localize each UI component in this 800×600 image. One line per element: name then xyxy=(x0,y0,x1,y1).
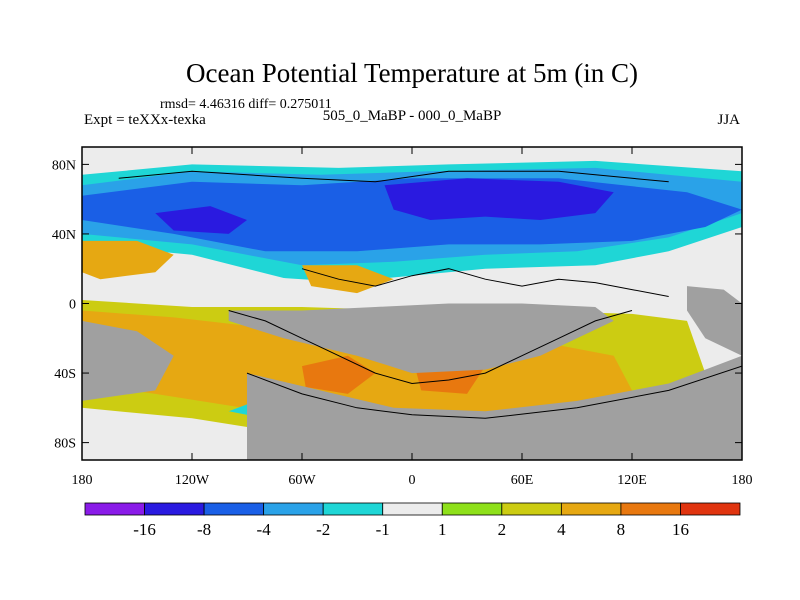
colorbar-swatch-7 xyxy=(501,502,562,516)
field-region-south-atlantic-hot xyxy=(302,355,376,394)
x-tick-label-5: 120E xyxy=(617,473,647,488)
field-region-tropical-white-band xyxy=(82,265,742,314)
x-tick-label-1: 120W xyxy=(175,473,210,488)
colorbar-swatch-9 xyxy=(620,502,681,516)
colorbar-label-7: 4 xyxy=(557,520,566,539)
colorbar-label-4: -1 xyxy=(376,520,390,539)
colorbar-label-1: -8 xyxy=(197,520,211,539)
colorbar-label-8: 8 xyxy=(617,520,626,539)
colorbar-label-5: 1 xyxy=(438,520,447,539)
field-region-pacific-deep-blue xyxy=(155,206,247,234)
y-tick-label-1: 40N xyxy=(52,228,76,243)
field-region-northern-deep-blue xyxy=(384,178,614,220)
colorbar-swatch-1 xyxy=(144,502,205,516)
colorbar-swatch-2 xyxy=(203,502,265,516)
colorbar-label-2: -4 xyxy=(257,520,272,539)
colorbar-label-0: -16 xyxy=(133,520,156,539)
colorbar-label-6: 2 xyxy=(498,520,507,539)
field-region-north-pacific-orange xyxy=(82,240,174,280)
colorbar-swatch-4 xyxy=(322,502,384,516)
comparison-label: 505_0_MaBP - 000_0_MaBP xyxy=(323,108,502,124)
colorbar-swatch-10 xyxy=(680,502,741,516)
colorbar-swatch-5 xyxy=(382,502,443,516)
land-laurasia-block xyxy=(228,303,614,374)
y-axis-ticks: 80N 40N 0 40S 80S xyxy=(52,158,742,452)
experiment-label: Expt = teXXx-texka xyxy=(84,112,206,128)
land-western-land xyxy=(82,320,174,401)
coastline-3 xyxy=(246,365,742,419)
land-gondwana-block xyxy=(247,355,742,460)
colorbar-label-9: 16 xyxy=(672,520,689,539)
x-tick-label-2: 60W xyxy=(288,473,316,488)
coastline-1 xyxy=(301,268,669,297)
stats-text: rmsd= 4.46316 diff= 0.275011 xyxy=(160,97,332,112)
colorbar-swatch-6 xyxy=(441,502,503,516)
season-label: JJA xyxy=(717,112,740,128)
colorbar-swatch-0 xyxy=(84,502,145,516)
y-tick-label-3: 40S xyxy=(54,367,76,382)
colorbar-label-3: -2 xyxy=(316,520,330,539)
x-tick-label-6: 180 xyxy=(732,473,753,488)
y-tick-label-2: 0 xyxy=(69,298,76,313)
colorbar-swatch-3 xyxy=(263,502,324,516)
coastline-0 xyxy=(118,170,669,183)
y-tick-label-4: 80S xyxy=(54,437,76,452)
coastlines xyxy=(118,170,742,419)
land-eastern-land xyxy=(687,286,742,356)
field-region-atlantic-orange xyxy=(302,265,394,294)
colorbar: -16 -8 -4 -2 -1 1 2 4 8 16 xyxy=(84,502,741,539)
coastline-2 xyxy=(228,310,633,385)
y-tick-label-0: 80N xyxy=(52,158,76,173)
x-axis-ticks: 180 120W 60W 0 60E 120E 180 xyxy=(72,147,753,488)
x-tick-label-0: 180 xyxy=(72,473,93,488)
x-tick-label-3: 0 xyxy=(409,473,416,488)
chart-title: Ocean Potential Temperature at 5m (in C) xyxy=(186,58,638,88)
x-tick-label-4: 60E xyxy=(511,473,534,488)
colorbar-swatch-8 xyxy=(560,502,622,516)
land-mask xyxy=(82,286,742,460)
map-plot-area xyxy=(82,147,742,460)
